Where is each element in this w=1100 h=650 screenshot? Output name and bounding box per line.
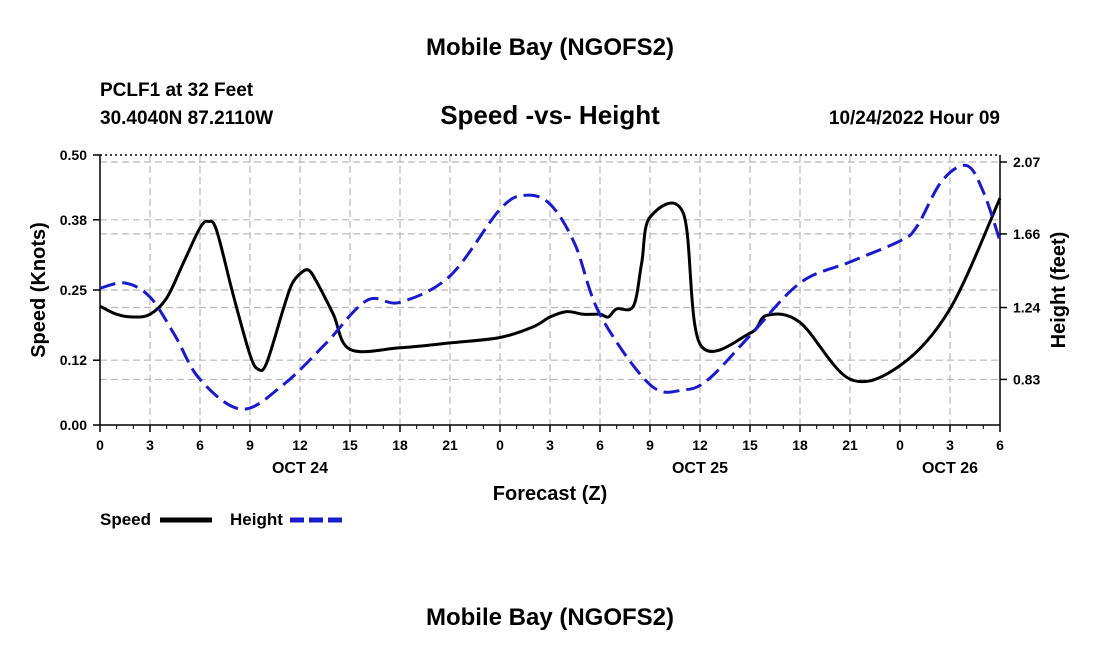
x-tick-label: 3 <box>946 437 954 453</box>
legend-label-height: Height <box>230 510 283 529</box>
x-tick-label: 6 <box>196 437 204 453</box>
x-tick-label: 6 <box>996 437 1004 453</box>
y2-tick-label: 1.24 <box>1013 300 1040 316</box>
x-date-label: OCT 25 <box>672 460 728 477</box>
y-axis-title: Speed (Knots) <box>28 222 50 358</box>
x-tick-label: 9 <box>646 437 654 453</box>
series <box>99 163 1002 411</box>
series-line-height <box>99 163 1002 411</box>
x-tick-label: 6 <box>596 437 604 453</box>
footer-title: Mobile Bay (NGOFS2) <box>426 604 674 631</box>
y2-tick-label: 2.07 <box>1013 154 1040 170</box>
legend: Speed Height <box>100 510 342 529</box>
y2-tick-label: 1.66 <box>1013 226 1040 242</box>
x-tick-label: 12 <box>692 437 708 453</box>
y-tick-label: 0.50 <box>60 147 87 163</box>
y-tick-label: 0.25 <box>60 282 87 298</box>
x-tick-label: 18 <box>792 437 808 453</box>
x-axis-title: Forecast (Z) <box>493 483 607 505</box>
chart-subtitle: Speed -vs- Height <box>440 100 660 130</box>
x-tick-label: 0 <box>896 437 904 453</box>
legend-label-speed: Speed <box>100 510 151 529</box>
series-line-speed <box>99 197 1002 384</box>
x-tick-label: 18 <box>392 437 408 453</box>
station-coordinates: 30.4040N 87.2110W <box>100 108 273 129</box>
x-tick-label: 21 <box>842 437 858 453</box>
x-tick-label: 15 <box>342 437 358 453</box>
x-date-label: OCT 24 <box>272 460 328 477</box>
x-tick-label: 3 <box>546 437 554 453</box>
y2-tick-label: 0.83 <box>1013 371 1040 387</box>
x-tick-label: 15 <box>742 437 758 453</box>
x-tick-label: 3 <box>146 437 154 453</box>
page-title: Mobile Bay (NGOFS2) <box>426 34 674 61</box>
x-tick-label: 0 <box>496 437 504 453</box>
x-tick-label: 12 <box>292 437 308 453</box>
y-tick-label: 0.12 <box>60 352 87 368</box>
forecast-timestamp: 10/24/2022 Hour 09 <box>829 108 1000 129</box>
station-name: PCLF1 at 32 Feet <box>100 80 254 101</box>
y2-axis-title: Height (feet) <box>1048 232 1070 349</box>
y-tick-label: 0.38 <box>60 212 87 228</box>
y-tick-label: 0.00 <box>60 417 87 433</box>
grid <box>100 155 1000 425</box>
x-tick-label: 9 <box>246 437 254 453</box>
x-date-label: OCT 26 <box>922 460 978 477</box>
x-tick-label: 0 <box>96 437 104 453</box>
x-tick-label: 21 <box>442 437 458 453</box>
